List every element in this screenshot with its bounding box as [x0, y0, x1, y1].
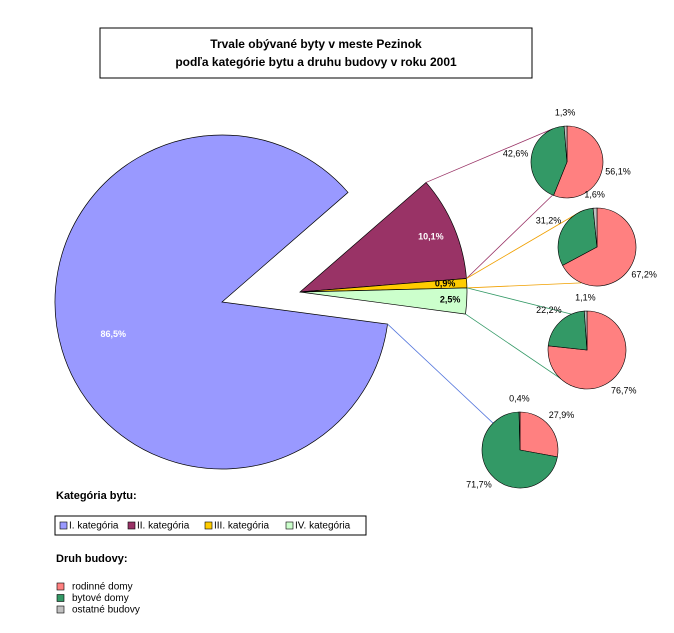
legend-label: I. kategória [69, 521, 119, 532]
legend-swatch [59, 521, 68, 530]
sub-pie-slice [530, 125, 568, 196]
sub-pie-label: 27,9% [549, 410, 575, 420]
chart-title: podľa kategórie bytu a druhu budovy v ro… [175, 55, 457, 69]
legend-label: bytové domy [72, 593, 129, 604]
pie-slice [298, 181, 467, 293]
slice-label: 10,1% [418, 231, 444, 241]
sub-pie-slice [518, 411, 521, 451]
legend-label: III. kategória [214, 521, 269, 532]
sub-pie-label: 22,2% [536, 305, 562, 315]
connector [466, 282, 582, 289]
sub-pie-label: 1,6% [584, 189, 605, 199]
connector [387, 323, 494, 424]
sub-pie-slice [563, 125, 568, 163]
slice-label: 0,9% [435, 279, 456, 289]
legend-title: Druh budovy: [56, 553, 128, 565]
connector [425, 128, 553, 183]
slice-label: 86,5% [100, 329, 126, 339]
connector [466, 210, 582, 279]
sub-pie-label: 31,2% [536, 215, 562, 225]
sub-pie-slice [557, 207, 598, 266]
legend-swatch [56, 594, 65, 602]
legend-swatch [56, 582, 65, 591]
legend-label: II. kategória [137, 521, 190, 532]
sub-pie-label: 76,7% [611, 385, 637, 395]
legend-swatch [204, 521, 213, 530]
connector [466, 287, 572, 315]
sub-pie-slice [553, 125, 604, 199]
legend-label: rodinné domy [72, 582, 133, 593]
sub-pie-slice [547, 310, 588, 351]
connector [465, 313, 572, 387]
legend-label: IV. kategória [295, 521, 351, 532]
slice-label: 2,5% [440, 295, 461, 305]
sub-pie-slice [592, 207, 598, 248]
chart-title: Trvale obývané byty v meste Pezinok [210, 37, 422, 51]
sub-pie-label: 71,7% [466, 479, 492, 489]
connector [466, 194, 553, 279]
pie-slice [54, 134, 388, 470]
legend-title: Kategória bytu: [56, 490, 137, 502]
sub-pie-slice [583, 310, 588, 351]
title-box [99, 27, 533, 79]
legend-label: ostatné budovy [72, 605, 140, 616]
sub-pie-slice [562, 207, 637, 287]
sub-pie-label: 56,1% [605, 166, 631, 176]
legend-swatch [127, 521, 136, 530]
sub-pie-label: 0,4% [509, 393, 530, 403]
sub-pie-slice [519, 411, 559, 458]
sub-pie-label: 1,3% [555, 107, 576, 117]
sub-pie-label: 67,2% [631, 270, 657, 280]
sub-pie-label: 42,6% [503, 149, 529, 159]
legend-swatch [285, 521, 294, 530]
legend-swatch [56, 605, 65, 614]
sub-pie-label: 1,1% [575, 292, 596, 302]
